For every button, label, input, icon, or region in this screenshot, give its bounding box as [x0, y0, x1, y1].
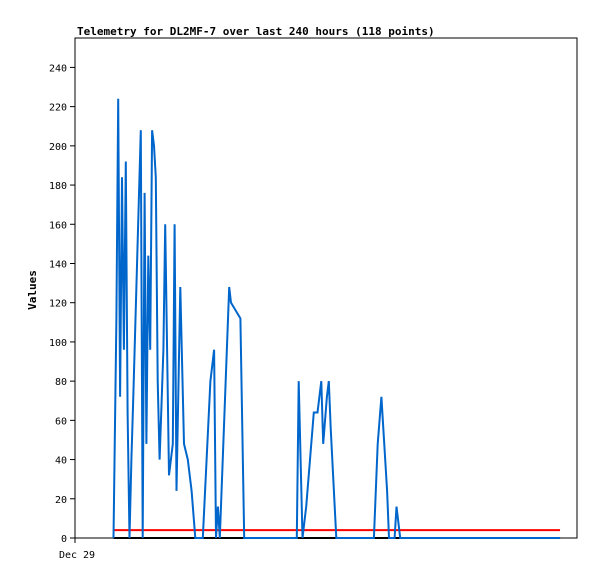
x-tick-label: Dec 29 — [59, 550, 95, 561]
y-tick-label: 100 — [49, 338, 67, 349]
y-tick-label: 120 — [49, 299, 67, 310]
y-tick-label: 140 — [49, 259, 67, 270]
y-tick-label: 60 — [55, 416, 67, 427]
y-axis-label: Values — [26, 270, 39, 310]
y-tick-label: 240 — [49, 63, 67, 74]
y-tick-label: 160 — [49, 220, 67, 231]
chart-title: Telemetry for DL2MF-7 over last 240 hour… — [77, 25, 435, 38]
y-tick-label: 20 — [55, 495, 67, 506]
telemetry-series-line — [112, 98, 560, 539]
y-tick-label: 200 — [49, 142, 67, 153]
y-tick-label: 180 — [49, 181, 67, 192]
x-axis: Dec 29 — [59, 538, 95, 561]
y-tick-label: 0 — [61, 534, 67, 545]
y-tick-label: 40 — [55, 456, 67, 467]
y-tick-label: 80 — [55, 377, 67, 388]
y-axis: 0 20 40 60 80 100 120 140 160 180 200 220 240 — [49, 63, 75, 545]
y-tick-label: 220 — [49, 103, 67, 114]
plot-area — [112, 98, 561, 539]
